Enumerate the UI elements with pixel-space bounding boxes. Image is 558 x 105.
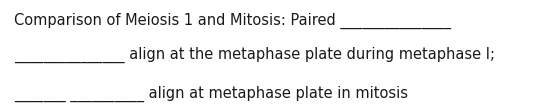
Text: _______________ align at the metaphase plate during metaphase I;: _______________ align at the metaphase p…	[14, 47, 495, 63]
Text: Comparison of Meiosis 1 and Mitosis: Paired _______________: Comparison of Meiosis 1 and Mitosis: Pai…	[14, 13, 451, 29]
Text: _______ __________ align at metaphase plate in mitosis: _______ __________ align at metaphase pl…	[14, 86, 408, 102]
